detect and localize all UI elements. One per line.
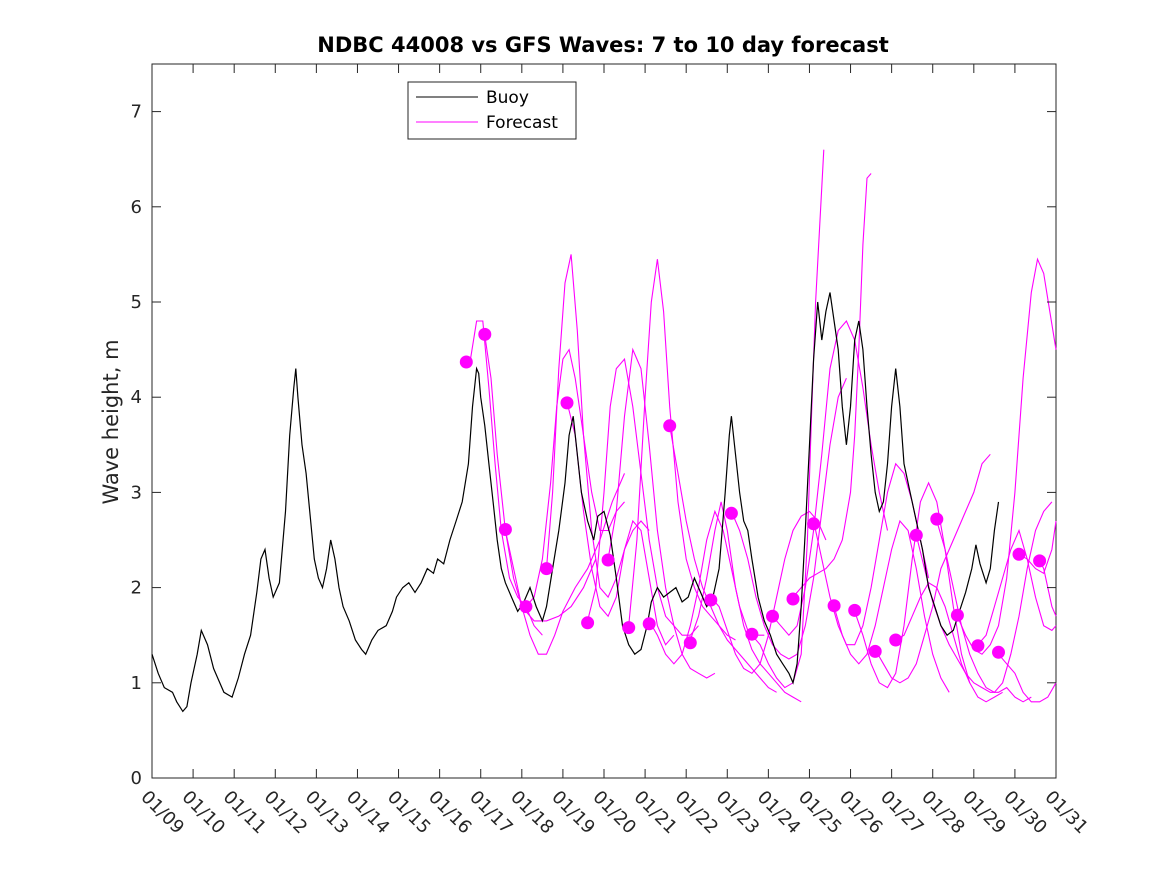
forecast-line-19 xyxy=(833,519,950,693)
y-tick-label-5: 5 xyxy=(131,292,142,313)
forecast-line-8 xyxy=(607,347,716,679)
forecast-marker-28 xyxy=(1012,547,1026,561)
forecast-marker-14 xyxy=(724,506,738,520)
forecast-marker-18 xyxy=(807,517,821,531)
forecast-line-26 xyxy=(977,528,1057,646)
forecast-marker-5 xyxy=(540,562,553,576)
forecast-marker-6 xyxy=(560,396,574,410)
y-axis-ticks: 0 1 2 3 4 5 6 7 xyxy=(131,102,1056,789)
chart-title: NDBC 44008 vs GFS Waves: 7 to 10 day for… xyxy=(317,33,888,57)
forecast-marker-22 xyxy=(889,633,903,647)
forecast-line-2 xyxy=(484,335,597,622)
forecast-marker-8 xyxy=(601,553,615,567)
y-tick-label-3: 3 xyxy=(131,482,142,503)
forecast-line-5 xyxy=(545,254,650,599)
forecast-marker-9 xyxy=(622,621,636,635)
y-axis-label: Wave height, m xyxy=(99,339,123,504)
forecast-line-22 xyxy=(895,582,1003,703)
forecast-marker-17 xyxy=(786,592,800,606)
forecast-marker-21 xyxy=(868,644,882,658)
y-tick-label-7: 7 xyxy=(131,102,142,123)
legend-forecast-label: Forecast xyxy=(486,113,558,133)
forecast-line-9 xyxy=(628,259,736,641)
forecast-marker-15 xyxy=(745,627,759,641)
plot-area xyxy=(151,63,1057,779)
forecast-line-12 xyxy=(689,501,802,703)
forecast-marker-27 xyxy=(992,645,1005,659)
legend-buoy-label: Buoy xyxy=(486,88,529,108)
forecast-line-11 xyxy=(669,425,777,693)
forecast-line-14 xyxy=(730,377,847,660)
y-tick-label-6: 6 xyxy=(131,197,142,218)
legend: Buoy Forecast xyxy=(407,81,577,140)
forecast-marker-3 xyxy=(498,523,512,536)
forecast-line-15 xyxy=(751,149,825,689)
legend-box xyxy=(407,81,577,140)
forecast-line-27 xyxy=(998,653,1057,703)
forecast-start-markers xyxy=(459,327,1047,659)
forecast-line-24 xyxy=(936,501,1053,694)
forecast-marker-20 xyxy=(848,603,862,617)
forecast-line-20 xyxy=(854,481,971,689)
y-tick-label-0: 0 xyxy=(131,768,142,789)
forecast-marker-23 xyxy=(909,528,923,542)
forecast-line-17 xyxy=(792,173,872,598)
forecast-marker-29 xyxy=(1033,554,1047,568)
y-tick-label-4: 4 xyxy=(131,387,142,408)
forecast-line-4 xyxy=(525,348,625,607)
forecast-marker-10 xyxy=(642,617,656,631)
forecast-marker-13 xyxy=(704,593,718,607)
forecast-marker-2 xyxy=(478,327,492,341)
forecast-marker-24 xyxy=(930,512,944,526)
forecast-line-21 xyxy=(874,453,991,684)
y-tick-label-1: 1 xyxy=(131,673,142,694)
buoy-series-group xyxy=(151,292,1000,713)
forecast-marker-7 xyxy=(581,616,595,630)
forecast-line-6 xyxy=(566,401,675,646)
forecast-marker-19 xyxy=(827,599,841,613)
forecast-marker-1 xyxy=(459,355,473,369)
forecast-marker-11 xyxy=(663,419,677,433)
y-tick-label-2: 2 xyxy=(131,578,142,599)
forecast-marker-16 xyxy=(766,609,779,623)
forecast-line-28 xyxy=(1018,520,1057,575)
buoy-line xyxy=(151,292,1000,713)
forecast-marker-4 xyxy=(519,600,533,614)
forecast-marker-26 xyxy=(971,639,985,653)
forecast-marker-12 xyxy=(683,636,697,650)
forecast-marker-25 xyxy=(950,608,964,622)
forecast-line-10 xyxy=(648,509,765,665)
